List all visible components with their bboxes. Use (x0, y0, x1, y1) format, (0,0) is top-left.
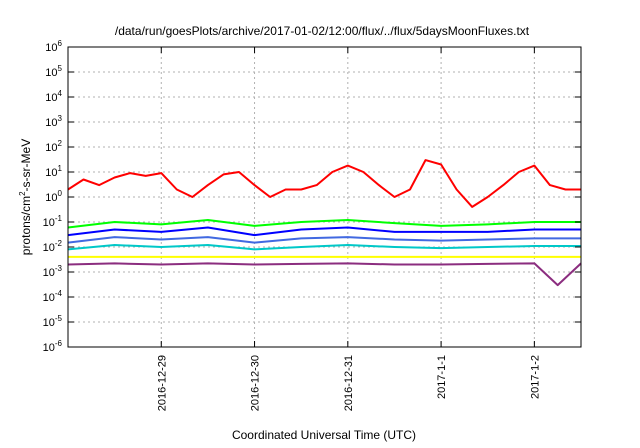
x-tick-label: 2016-12-30 (250, 355, 262, 411)
y-axis-title: protons/cm2-s-sr-MeV (18, 139, 33, 255)
y-tick-label-base: 10 (45, 92, 57, 104)
y-tick-label-base: 10 (43, 292, 55, 304)
x-axis: 2016-12-29 2016-12-30 2016-12-31 2017-1-1 20… (156, 47, 541, 411)
y-tick-label-exp: -3 (55, 264, 63, 273)
chart-title: /data/run/goesPlots/archive/2017-01-02/1… (115, 24, 530, 38)
y-tick-label-exp: 4 (58, 89, 63, 98)
series-line-4 (67, 236, 581, 244)
y-tick-label: 10-6 (43, 339, 63, 354)
y-tick-label-base: 10 (45, 117, 57, 129)
y-tick-label-exp: -1 (55, 214, 63, 223)
series-line-7 (67, 262, 582, 287)
y-tick-label-base: 10 (43, 342, 55, 354)
y-tick-label-exp: 5 (58, 64, 63, 73)
x-tick-label: 2016-12-29 (156, 355, 168, 411)
y-axis-title-prefix: protons/cm (19, 196, 33, 255)
y-tick-label-base: 10 (45, 67, 57, 79)
y-tick-label-exp: 1 (58, 164, 63, 173)
x-tick-label: 2017-1-1 (436, 355, 448, 399)
y-tick-label-base: 10 (45, 142, 57, 154)
y-tick-label-exp: -4 (55, 289, 63, 298)
y-tick-label-exp: 3 (58, 114, 63, 123)
y-tick-label: 106 (45, 39, 62, 54)
series-line-3 (67, 226, 581, 237)
y-axis-title-suffix: -s-sr-MeV (19, 139, 33, 192)
y-tick-label-exp: 2 (58, 139, 63, 148)
y-tick-label: 10-5 (43, 314, 63, 329)
series-line-2 (67, 219, 581, 229)
y-tick-label-exp: -2 (55, 239, 63, 248)
x-tick-label: 2016-12-31 (343, 355, 355, 411)
y-tick-label-base: 10 (45, 167, 57, 179)
grid-layer (68, 47, 581, 347)
y-tick-label: 10-3 (43, 264, 63, 279)
y-tick-label-base: 10 (43, 317, 55, 329)
y-tick-label-exp: 0 (58, 189, 63, 198)
y-tick-label: 10-1 (43, 214, 63, 229)
y-tick-label: 105 (45, 64, 62, 79)
x-axis-title: Coordinated Universal Time (UTC) (232, 428, 416, 442)
y-tick-label: 101 (45, 164, 62, 179)
y-tick-label: 104 (45, 89, 62, 104)
y-tick-label: 103 (45, 114, 62, 129)
y-tick-label: 10-4 (43, 289, 63, 304)
y-tick-label-exp: -6 (55, 339, 63, 348)
y-tick-label-exp: -5 (55, 314, 63, 323)
y-tick-label-base: 10 (43, 267, 55, 279)
y-axis-title-sup: 2 (18, 191, 27, 196)
y-tick-label: 100 (45, 189, 62, 204)
y-tick-label-base: 10 (43, 217, 55, 229)
series-line-5 (67, 244, 581, 251)
y-axis: 10-610-510-410-310-210-11001011021031041… (43, 39, 581, 354)
series-layer (67, 159, 582, 287)
y-tick-label-base: 10 (45, 192, 57, 204)
x-tick-label: 2017-1-2 (529, 355, 541, 399)
series-line-1 (67, 159, 581, 208)
y-tick-label: 102 (45, 139, 62, 154)
y-tick-label-base: 10 (45, 42, 57, 54)
y-tick-label: 10-2 (43, 239, 63, 254)
y-tick-label-base: 10 (43, 242, 55, 254)
y-tick-label-exp: 6 (58, 39, 63, 48)
